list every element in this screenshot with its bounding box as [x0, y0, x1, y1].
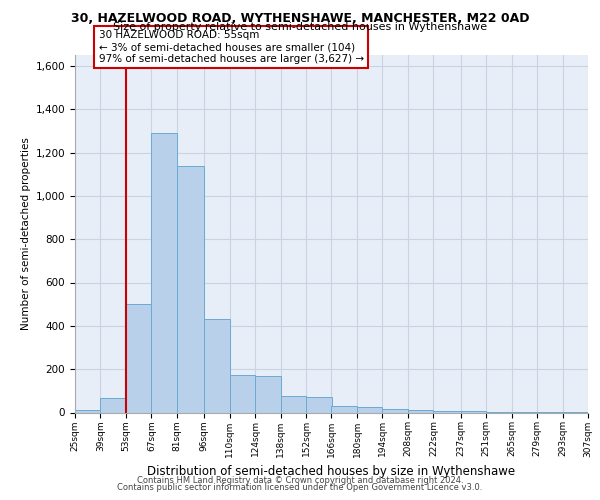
Bar	[75, 410, 100, 412]
Bar	[204, 320, 230, 412]
Bar	[100, 398, 126, 412]
Bar	[230, 374, 255, 412]
Text: 30 HAZELWOOD ROAD: 55sqm
← 3% of semi-detached houses are smaller (104)
97% of s: 30 HAZELWOOD ROAD: 55sqm ← 3% of semi-de…	[98, 30, 364, 64]
Text: Contains public sector information licensed under the Open Government Licence v3: Contains public sector information licen…	[118, 484, 482, 492]
Bar	[357, 407, 382, 412]
Y-axis label: Number of semi-detached properties: Number of semi-detached properties	[22, 138, 31, 330]
Bar	[255, 376, 281, 412]
Text: Size of property relative to semi-detached houses in Wythenshawe: Size of property relative to semi-detach…	[113, 22, 487, 32]
Bar	[281, 396, 306, 412]
Bar	[382, 409, 408, 412]
Text: 30, HAZELWOOD ROAD, WYTHENSHAWE, MANCHESTER, M22 0AD: 30, HAZELWOOD ROAD, WYTHENSHAWE, MANCHES…	[71, 12, 529, 26]
X-axis label: Distribution of semi-detached houses by size in Wythenshawe: Distribution of semi-detached houses by …	[148, 465, 515, 478]
Bar	[408, 410, 433, 412]
Bar	[126, 304, 151, 412]
Bar	[151, 133, 177, 412]
Text: Contains HM Land Registry data © Crown copyright and database right 2024.: Contains HM Land Registry data © Crown c…	[137, 476, 463, 485]
Bar	[331, 406, 357, 412]
Bar	[306, 398, 331, 412]
Bar	[177, 166, 204, 412]
